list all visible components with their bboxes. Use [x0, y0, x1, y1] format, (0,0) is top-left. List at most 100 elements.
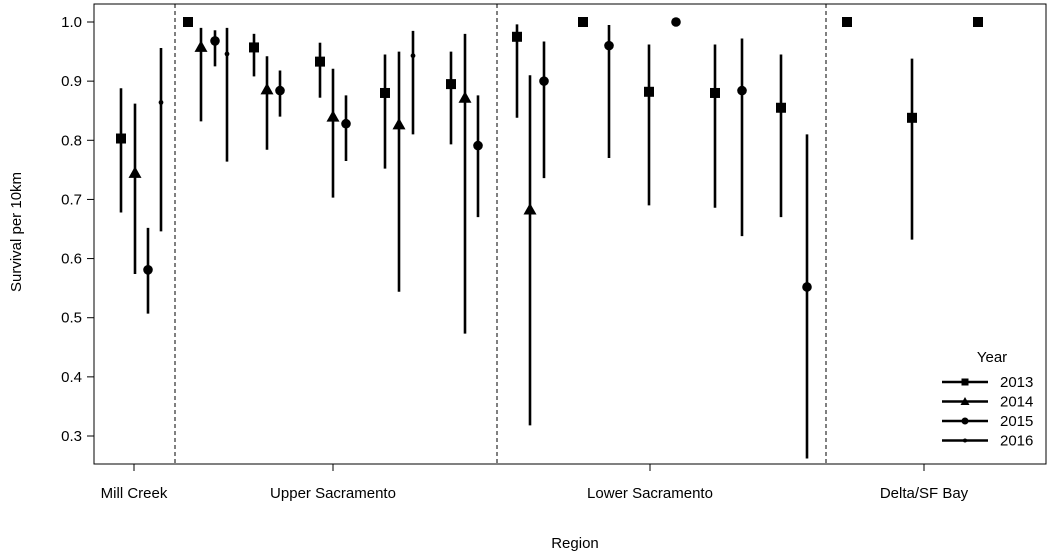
y-axis: 0.3 0.4 0.5 0.6 0.7 0.8 0.9 1.0 — [61, 14, 94, 445]
circle-marker — [341, 118, 351, 129]
circle-marker — [210, 36, 220, 46]
data-point — [341, 95, 351, 161]
data-point — [275, 70, 285, 117]
square-marker — [512, 31, 522, 42]
data-point — [260, 56, 274, 150]
square-marker — [446, 79, 456, 90]
data-point — [776, 54, 786, 218]
data-point — [644, 44, 654, 206]
circle-marker — [143, 265, 153, 275]
square-marker — [842, 17, 852, 27]
plot-frame — [93, 3, 1047, 465]
legend-entry-2013: 2013 — [942, 374, 1033, 391]
small-dot-marker — [158, 100, 164, 105]
data-point — [473, 95, 483, 218]
data-point — [710, 44, 720, 208]
square-marker — [907, 112, 917, 123]
data-point — [512, 24, 522, 118]
triangle-marker — [960, 397, 970, 405]
circle-marker — [961, 417, 969, 425]
data-point — [116, 88, 126, 213]
data-point — [802, 134, 812, 459]
y-tick-label: 0.5 — [61, 310, 82, 327]
y-tick-label: 0.8 — [61, 132, 82, 149]
triangle-marker — [523, 202, 537, 215]
y-tick-label: 0.7 — [61, 191, 82, 208]
data-point — [604, 24, 614, 159]
data-point — [194, 27, 208, 122]
series-2013 — [116, 17, 983, 240]
data-point — [224, 27, 230, 162]
triangle-marker — [128, 166, 142, 178]
legend: Year 2013 2014 2015 2016 — [942, 349, 1033, 450]
square-marker — [116, 133, 126, 144]
y-tick-label: 1.0 — [61, 14, 82, 31]
data-point — [249, 33, 259, 77]
y-tick-label: 0.4 — [61, 369, 82, 386]
y-tick-label: 0.9 — [61, 73, 82, 90]
x-axis: Mill Creek Upper Sacramento Lower Sacramen… — [101, 464, 969, 502]
triangle-marker — [260, 82, 274, 95]
triangle-marker — [392, 117, 406, 130]
data-point — [183, 17, 193, 27]
legend-label: 2016 — [1000, 433, 1033, 450]
legend-title: Year — [977, 349, 1007, 366]
circle-marker — [802, 282, 812, 292]
data-point — [158, 48, 164, 232]
data-point — [210, 30, 220, 67]
square-marker — [973, 17, 983, 27]
triangle-marker — [326, 110, 340, 122]
legend-label: 2014 — [1000, 394, 1033, 411]
small-dot-marker — [410, 53, 416, 59]
data-point — [907, 58, 917, 240]
square-marker — [315, 56, 325, 67]
circle-marker — [737, 85, 747, 96]
data-point — [458, 33, 472, 334]
data-point — [392, 51, 406, 292]
triangle-marker — [194, 40, 208, 52]
data-point — [315, 42, 325, 98]
square-marker — [380, 87, 390, 98]
square-marker — [961, 378, 969, 386]
series-2015 — [143, 17, 812, 459]
circle-marker — [671, 17, 681, 27]
square-marker — [710, 87, 720, 98]
x-axis-label: Region — [551, 535, 599, 552]
legend-label: 2015 — [1000, 413, 1033, 430]
data-point — [410, 30, 416, 135]
series-2016 — [158, 27, 416, 232]
data-point — [973, 17, 983, 27]
triangle-marker — [458, 91, 472, 103]
data-point — [380, 54, 390, 169]
data-point — [128, 103, 142, 274]
data-point — [737, 38, 747, 237]
circle-marker — [604, 40, 614, 51]
x-tick-label: Delta/SF Bay — [880, 485, 969, 502]
data-point — [446, 51, 456, 145]
square-marker — [183, 17, 193, 27]
x-tick-label: Lower Sacramento — [587, 485, 713, 502]
circle-marker — [275, 85, 285, 96]
legend-entry-2016: 2016 — [942, 433, 1033, 450]
y-tick-label: 0.3 — [61, 428, 82, 445]
x-tick-label: Mill Creek — [101, 485, 168, 502]
square-marker — [776, 102, 786, 113]
data-point — [842, 17, 852, 27]
square-marker — [249, 42, 259, 53]
data-marks — [116, 17, 983, 459]
y-tick-label: 0.6 — [61, 251, 82, 268]
small-dot-marker — [963, 438, 967, 443]
region-dividers — [174, 4, 827, 464]
series-2014 — [128, 27, 537, 426]
y-axis-label: Survival per 10km — [8, 172, 25, 292]
square-marker — [578, 17, 588, 27]
small-dot-marker — [224, 51, 230, 57]
legend-entry-2014: 2014 — [942, 394, 1033, 411]
data-point — [143, 227, 153, 314]
circle-marker — [539, 76, 549, 86]
square-marker — [644, 86, 654, 97]
x-tick-label: Upper Sacramento — [270, 485, 396, 502]
data-point — [326, 68, 340, 198]
data-point — [578, 17, 588, 27]
